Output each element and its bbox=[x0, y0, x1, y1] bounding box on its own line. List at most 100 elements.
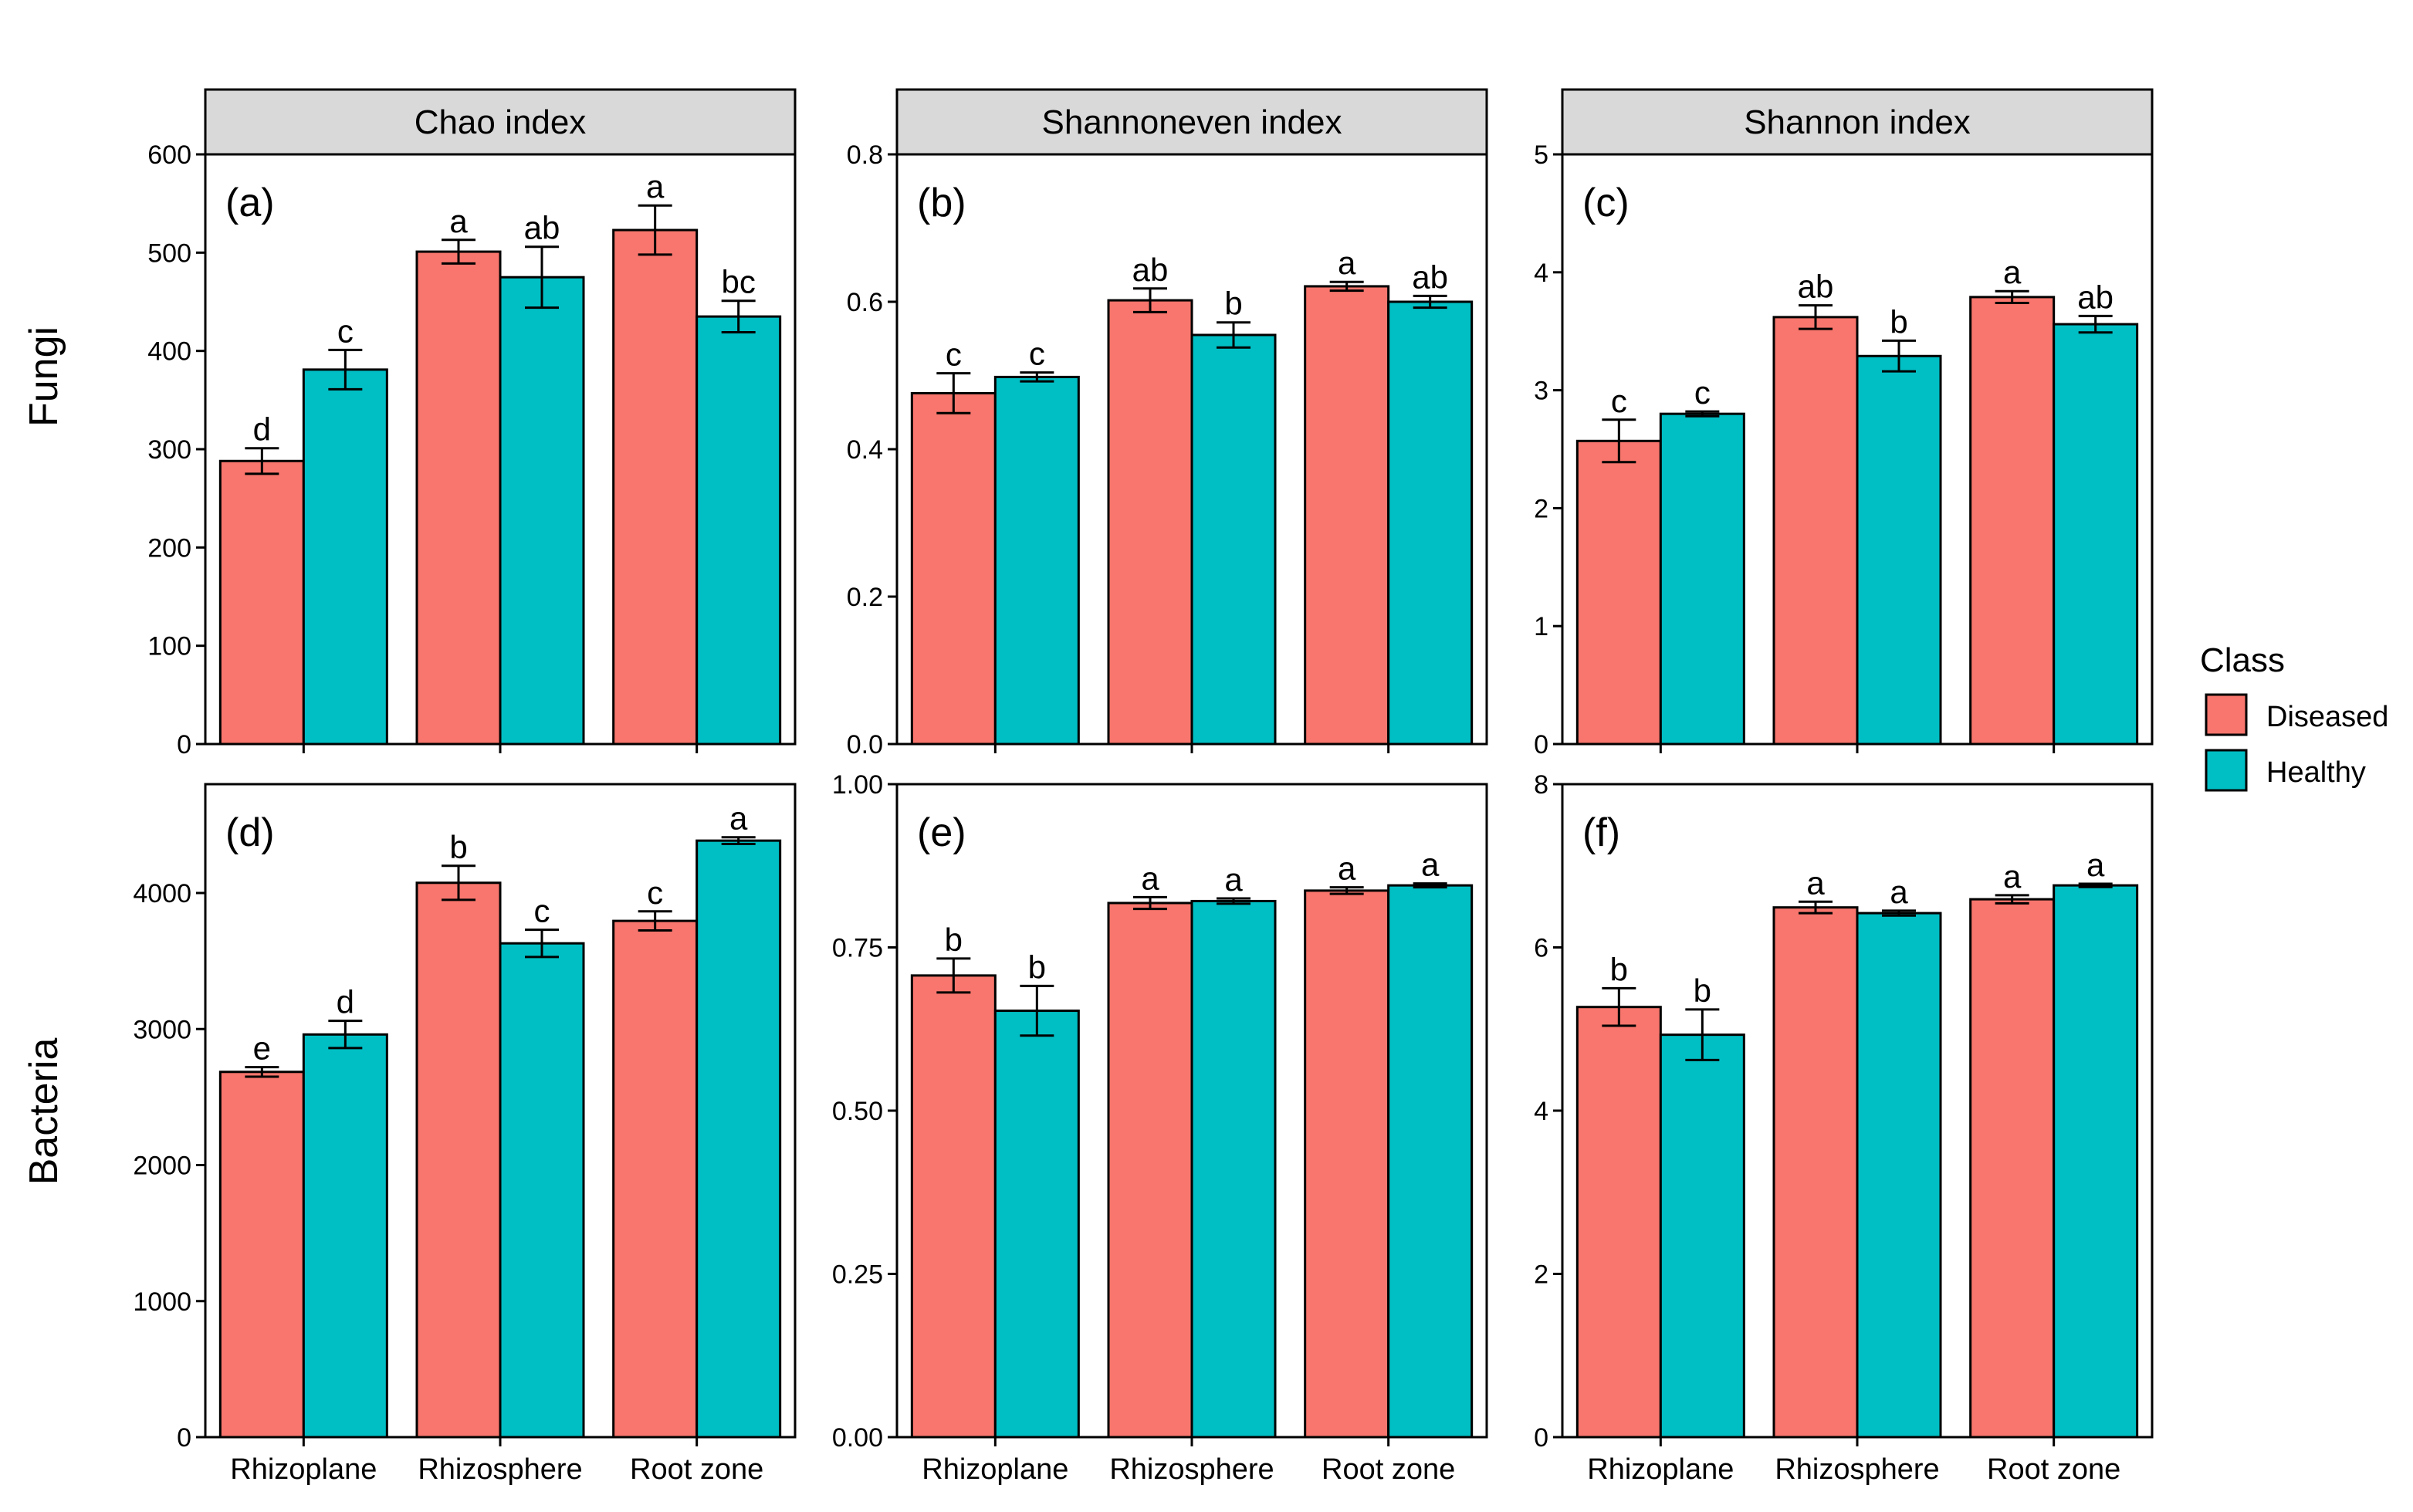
panel-frame bbox=[895, 153, 1488, 746]
significance-letter: a bbox=[1890, 874, 1908, 910]
significance-letter: d bbox=[337, 984, 354, 1020]
significance-letter: c bbox=[1694, 374, 1711, 411]
bar-diseased-root-zone bbox=[612, 228, 699, 746]
legend: Class Diseased Healthy bbox=[2200, 641, 2388, 792]
panel-a: Chao index 0 100 200 300 400 500 600 d c a ab a bc (a) bbox=[147, 88, 797, 759]
y-tick-label: 1.00 bbox=[832, 770, 883, 800]
significance-letter: e bbox=[253, 1030, 271, 1067]
significance-letter: c bbox=[1611, 383, 1627, 419]
y-tick-label: 2 bbox=[1534, 494, 1548, 523]
strip-header bbox=[204, 88, 797, 156]
panel-tag: (c) bbox=[1582, 181, 1630, 225]
bar-diseased-rhizoplane bbox=[1575, 439, 1662, 746]
significance-letter: b bbox=[1890, 303, 1907, 340]
y-tick-label: 5 bbox=[1534, 140, 1548, 170]
y-tick-label: 0.50 bbox=[832, 1097, 883, 1126]
significance-letter: ab bbox=[1798, 269, 1834, 305]
significance-letter: ab bbox=[1412, 259, 1448, 295]
y-tick-label: 6 bbox=[1534, 934, 1548, 963]
y-tick-label: 0.25 bbox=[832, 1260, 883, 1290]
strip-title: Chao index bbox=[415, 103, 587, 141]
significance-letter: a bbox=[1338, 851, 1356, 887]
y-tick-label: 600 bbox=[147, 140, 191, 170]
significance-letter: c bbox=[534, 893, 550, 929]
row-label-bacteria: Bacteria bbox=[22, 1038, 66, 1186]
strip-title: Shannoneven index bbox=[1042, 103, 1342, 141]
bar-healthy-rhizoplane bbox=[302, 368, 388, 746]
bar-healthy-root-zone bbox=[1387, 300, 1474, 746]
panel-frame bbox=[204, 153, 797, 746]
y-tick-label: 400 bbox=[147, 337, 191, 367]
significance-letter: d bbox=[253, 411, 271, 448]
bar-diseased-rhizoplane bbox=[218, 1071, 305, 1439]
y-tick-label: 0 bbox=[1534, 1423, 1548, 1453]
significance-letter: b bbox=[1028, 949, 1046, 985]
panel-c: Shannon index 0 1 2 3 4 5 c c ab b a ab (c) bbox=[1534, 88, 2154, 759]
bar-diseased-rhizosphere bbox=[415, 881, 502, 1439]
bar-diseased-root-zone bbox=[1304, 889, 1390, 1439]
y-tick-label: 0 bbox=[177, 1423, 191, 1453]
x-tick-label-rhizosphere: Rhizosphere bbox=[418, 1453, 582, 1486]
bar-diseased-rhizoplane bbox=[1575, 1006, 1662, 1439]
y-tick-label: 0.4 bbox=[847, 435, 883, 465]
x-tick-label-root-zone: Root zone bbox=[630, 1453, 763, 1486]
significance-letter: a bbox=[1141, 860, 1159, 896]
bar-healthy-rhizoplane bbox=[302, 1033, 388, 1439]
bar-diseased-rhizosphere bbox=[415, 250, 502, 746]
bar-healthy-rhizosphere bbox=[499, 276, 585, 746]
x-tick-label-rhizosphere: Rhizosphere bbox=[1775, 1453, 1939, 1486]
bar-healthy-rhizoplane bbox=[1659, 1033, 1745, 1439]
bar-healthy-rhizosphere bbox=[1190, 899, 1277, 1439]
y-tick-label: 0 bbox=[177, 730, 191, 759]
y-tick-label: 0 bbox=[1534, 730, 1548, 759]
bar-healthy-root-zone bbox=[695, 315, 782, 746]
legend-swatch-healthy bbox=[2205, 749, 2248, 792]
y-tick-label: 4 bbox=[1534, 259, 1548, 288]
bar-diseased-root-zone bbox=[1969, 296, 2056, 746]
significance-letter: a bbox=[646, 168, 665, 205]
panel-frame bbox=[1561, 783, 2154, 1439]
y-tick-label: 2000 bbox=[133, 1152, 191, 1181]
y-tick-label: 1 bbox=[1534, 612, 1548, 641]
significance-letter: b bbox=[945, 922, 963, 958]
y-tick-label: 1000 bbox=[133, 1287, 191, 1317]
y-tick-label: 100 bbox=[147, 632, 191, 661]
panel-f: 0 2 4 6 8 b b Rhizoplane a a Rhizosphere a a Root zon… bbox=[1534, 770, 2154, 1486]
y-tick-label: 3000 bbox=[133, 1015, 191, 1044]
significance-letter: c bbox=[1029, 336, 1045, 372]
bar-healthy-root-zone bbox=[695, 839, 782, 1439]
bar-healthy-rhizosphere bbox=[1190, 333, 1277, 746]
strip-title: Shannon index bbox=[1744, 103, 1971, 141]
bar-healthy-rhizoplane bbox=[993, 375, 1080, 746]
bar-healthy-root-zone bbox=[2053, 884, 2139, 1439]
y-tick-label: 0.6 bbox=[847, 288, 883, 317]
bar-diseased-root-zone bbox=[1304, 285, 1390, 746]
x-tick-label-root-zone: Root zone bbox=[1987, 1453, 2120, 1486]
bar-healthy-rhizoplane bbox=[1659, 412, 1745, 746]
y-tick-label: 200 bbox=[147, 533, 191, 563]
significance-letter: ab bbox=[2077, 279, 2113, 315]
significance-letter: bc bbox=[721, 264, 755, 300]
significance-letter: a bbox=[1421, 847, 1440, 883]
significance-letter: a bbox=[1338, 245, 1356, 281]
y-tick-label: 0.0 bbox=[847, 730, 883, 759]
x-tick-label-rhizoplane: Rhizoplane bbox=[230, 1453, 377, 1486]
panel-e: 0.00 0.25 0.50 0.75 1.00 b b Rhizoplane a a Rhizos… bbox=[832, 770, 1488, 1486]
significance-letter: b bbox=[1610, 951, 1628, 987]
significance-letter: a bbox=[2003, 254, 2022, 290]
legend-title: Class bbox=[2200, 641, 2285, 679]
significance-letter: a bbox=[1806, 864, 1825, 901]
bar-healthy-rhizosphere bbox=[499, 942, 585, 1439]
bar-healthy-rhizosphere bbox=[1856, 354, 1942, 746]
significance-letter: b bbox=[1694, 972, 1711, 1009]
legend-swatch-diseased bbox=[2205, 693, 2248, 736]
bar-diseased-rhizosphere bbox=[1107, 299, 1193, 746]
significance-letter: ab bbox=[1132, 252, 1169, 288]
x-tick-label-rhizosphere: Rhizosphere bbox=[1109, 1453, 1274, 1486]
y-tick-label: 8 bbox=[1534, 770, 1548, 800]
significance-letter: a bbox=[1224, 861, 1243, 898]
significance-letter: b bbox=[1224, 286, 1242, 322]
panel-frame bbox=[204, 783, 797, 1439]
x-tick-label-rhizoplane: Rhizoplane bbox=[922, 1453, 1068, 1486]
